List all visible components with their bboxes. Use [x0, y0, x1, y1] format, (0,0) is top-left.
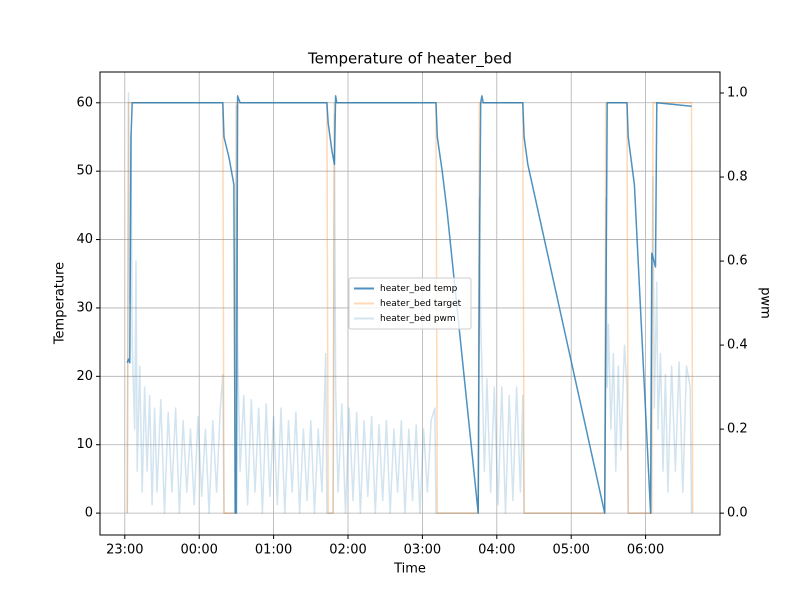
- y-tick-label: 50: [76, 164, 93, 179]
- y-tick-label: 0: [85, 506, 93, 521]
- y-tick-label: 20: [76, 369, 93, 384]
- y-tick-label: 30: [76, 300, 93, 315]
- y2-tick-label: 0.8: [727, 170, 748, 185]
- y2-tick-label: 1.0: [727, 86, 748, 101]
- x-axis-label: Time: [393, 562, 426, 577]
- legend-box: [348, 277, 472, 330]
- legend-label: heater_bed target: [380, 299, 462, 309]
- x-tick-label: 03:00: [404, 543, 441, 558]
- x-tick-label: 23:00: [106, 543, 143, 558]
- legend-label: heater_bed pwm: [380, 314, 456, 324]
- series-line: [126, 95, 692, 514]
- x-tick-label: 06:00: [627, 543, 664, 558]
- y2-axis-label: pwm: [758, 287, 773, 319]
- series-line: [126, 92, 693, 514]
- x-tick-label: 05:00: [552, 543, 589, 558]
- y-tick-label: 40: [76, 232, 93, 247]
- plot-frame: [99, 71, 721, 536]
- series-line: [126, 102, 694, 514]
- y2-tick-label: 0.2: [727, 422, 748, 437]
- legend: heater_bed temp heater_bed target heater_b…: [348, 277, 472, 330]
- chart-title: Temperature of heater_bed: [307, 50, 512, 69]
- legend-label: heater_bed temp: [380, 284, 458, 294]
- y-tick-label: 60: [76, 95, 93, 110]
- x-tick-label: 02:00: [329, 543, 366, 558]
- x-tick-label: 00:00: [180, 543, 217, 558]
- y2-tick-label: 0.0: [727, 506, 748, 521]
- y2-tick-label: 0.6: [727, 254, 748, 269]
- y2-tick-label: 0.4: [727, 338, 748, 353]
- x-tick-label: 04:00: [478, 543, 515, 558]
- x-tick-label: 01:00: [255, 543, 292, 558]
- y-tick-label: 10: [76, 437, 93, 452]
- y-axis-label: Temperature: [53, 262, 68, 345]
